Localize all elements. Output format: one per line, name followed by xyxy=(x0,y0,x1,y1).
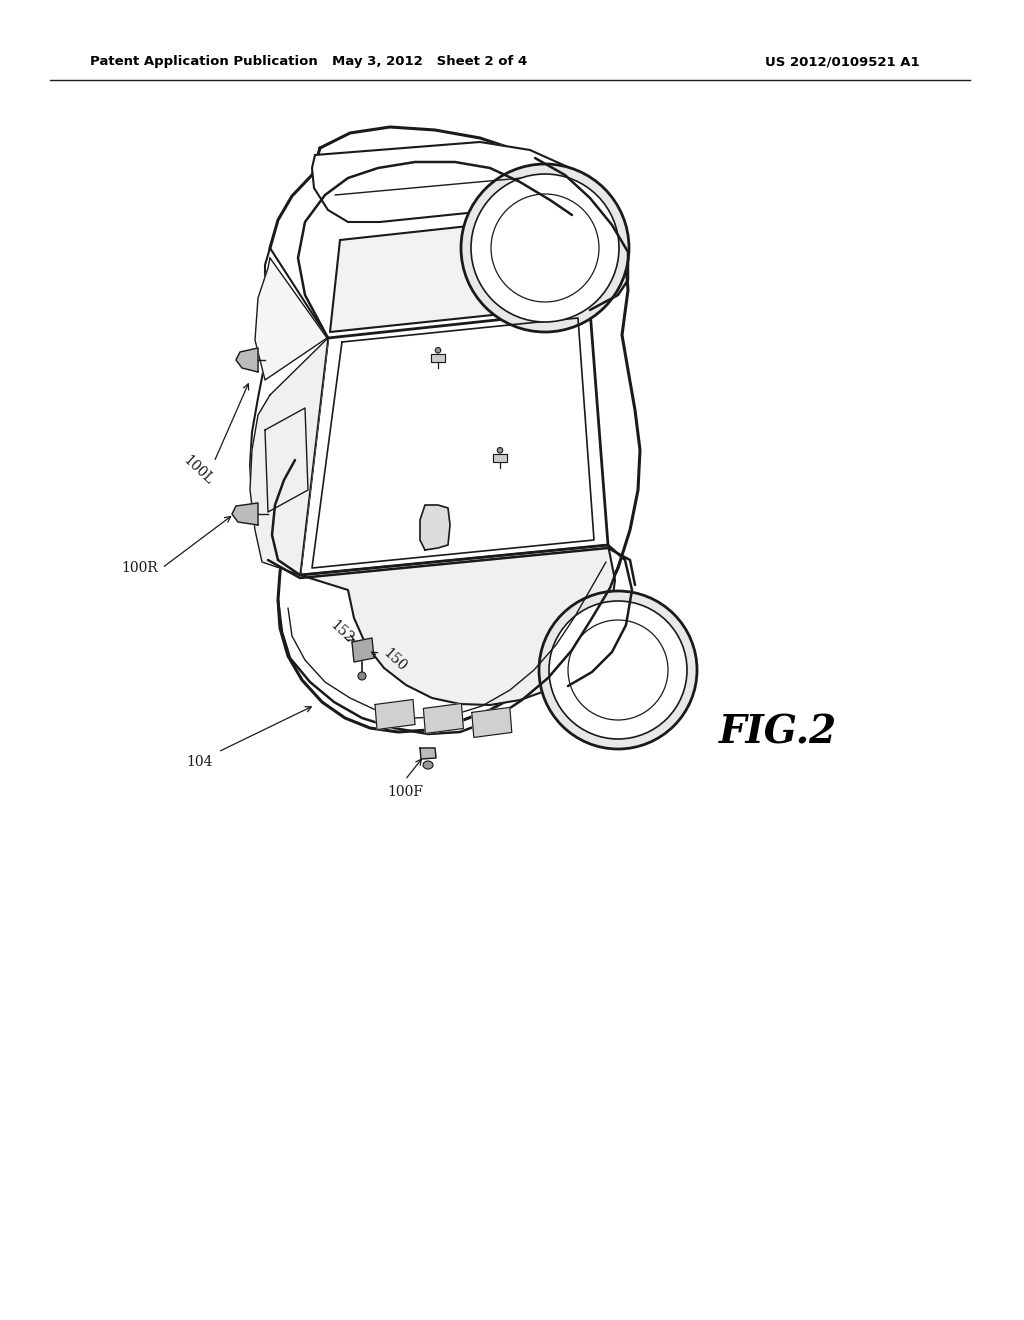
Polygon shape xyxy=(375,700,415,730)
Ellipse shape xyxy=(435,347,440,352)
Polygon shape xyxy=(423,704,464,734)
Polygon shape xyxy=(300,545,615,705)
Text: 152: 152 xyxy=(328,618,356,645)
Polygon shape xyxy=(330,215,588,333)
Polygon shape xyxy=(250,338,328,576)
Polygon shape xyxy=(431,354,444,363)
Text: 100L: 100L xyxy=(180,453,216,487)
Ellipse shape xyxy=(358,672,366,680)
Ellipse shape xyxy=(549,601,687,739)
Polygon shape xyxy=(420,748,436,759)
Polygon shape xyxy=(420,506,450,550)
Ellipse shape xyxy=(461,164,629,333)
Ellipse shape xyxy=(490,194,599,302)
Ellipse shape xyxy=(471,174,618,322)
Text: US 2012/0109521 A1: US 2012/0109521 A1 xyxy=(765,55,920,69)
Text: 104: 104 xyxy=(186,755,213,770)
Text: May 3, 2012   Sheet 2 of 4: May 3, 2012 Sheet 2 of 4 xyxy=(333,55,527,69)
Ellipse shape xyxy=(539,591,697,748)
Polygon shape xyxy=(494,454,507,462)
Polygon shape xyxy=(312,143,590,222)
Polygon shape xyxy=(472,708,512,738)
Text: FIG.2: FIG.2 xyxy=(719,714,838,751)
Polygon shape xyxy=(236,348,258,372)
Polygon shape xyxy=(300,310,608,576)
Ellipse shape xyxy=(498,447,503,453)
Ellipse shape xyxy=(423,762,433,770)
Polygon shape xyxy=(232,503,258,525)
Polygon shape xyxy=(250,248,328,576)
Polygon shape xyxy=(255,257,327,380)
Polygon shape xyxy=(260,127,640,733)
Text: 100F: 100F xyxy=(387,785,423,799)
Ellipse shape xyxy=(568,620,668,719)
Polygon shape xyxy=(352,638,374,663)
Text: 150: 150 xyxy=(381,645,410,675)
Text: 100R: 100R xyxy=(122,561,159,576)
Text: Patent Application Publication: Patent Application Publication xyxy=(90,55,317,69)
